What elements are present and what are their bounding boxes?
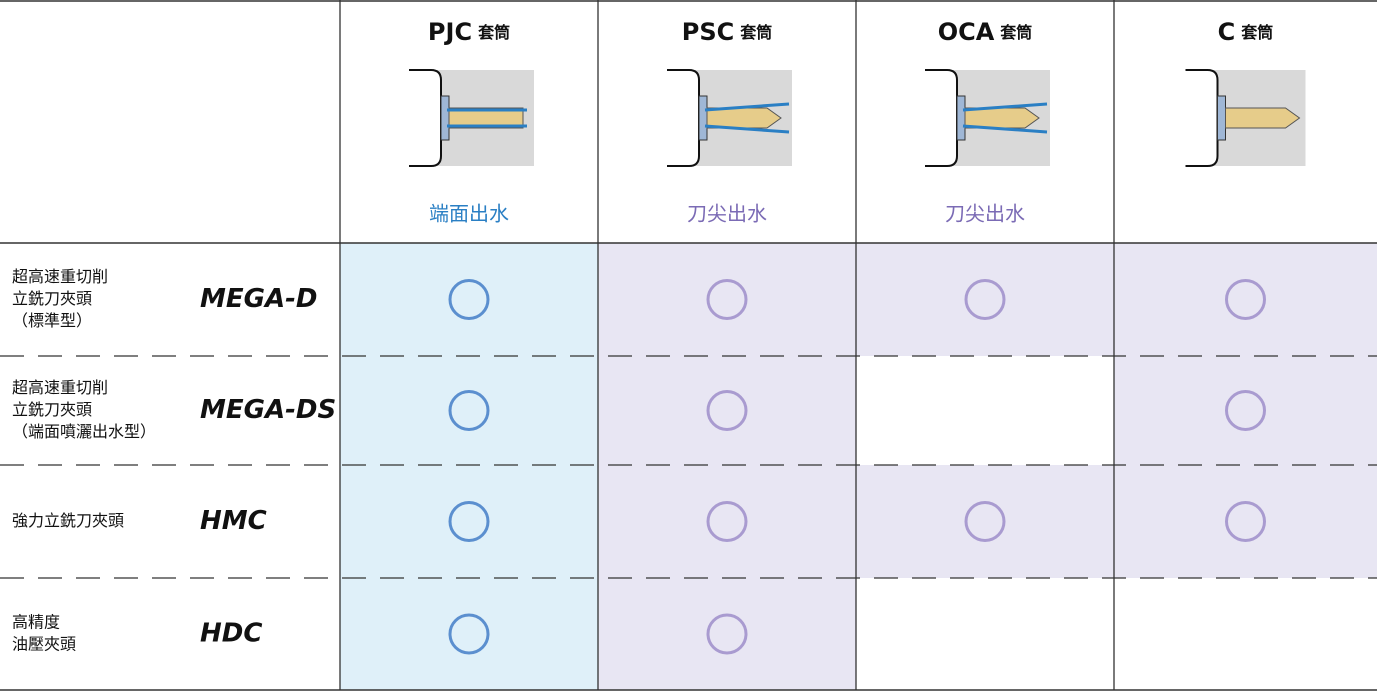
cell-bg: [340, 465, 598, 578]
compatible-mark: [448, 279, 490, 320]
cell-bg: [598, 243, 856, 356]
collet: [440, 95, 450, 141]
coolant-type: 端面出水: [429, 202, 509, 226]
row-label: 立銑刀夾頭: [12, 289, 92, 308]
model-name: HDC: [200, 619, 262, 649]
coolant-arrow: [962, 124, 1048, 134]
row-label: 超高速重切削: [12, 267, 108, 286]
compatible-mark: [448, 390, 490, 431]
row-label: 立銑刀夾頭: [12, 400, 92, 419]
holder-illustration: [1185, 69, 1306, 167]
cell-bg: [598, 465, 856, 578]
compatible-mark: [1225, 390, 1266, 431]
holder: [925, 69, 958, 167]
coolant-arrow: [962, 102, 1048, 112]
collet: [956, 95, 966, 141]
column-title: PSC 套筒: [682, 18, 773, 46]
column-title: OCA 套筒: [938, 18, 1033, 46]
column-name: C: [1218, 18, 1236, 46]
compatible-mark: [448, 501, 490, 542]
collet: [1217, 95, 1226, 141]
coolant-type: 刀尖出水: [945, 202, 1025, 226]
compatible-mark: [706, 613, 748, 655]
cell-bg: [340, 243, 598, 356]
compatible-mark: [706, 390, 748, 431]
holder: [1185, 69, 1219, 167]
row-label: 超高速重切削: [12, 378, 108, 397]
column-suffix: 套筒: [739, 23, 772, 42]
cell-bg: [1114, 356, 1377, 465]
compatible-mark: [964, 279, 1006, 320]
row-label: （端面噴灑出水型）: [12, 422, 156, 441]
row-label: 高精度: [12, 613, 60, 632]
cell-bg: [340, 578, 598, 690]
coolant-type: 刀尖出水: [687, 202, 767, 226]
row-label: 油壓夾頭: [12, 635, 76, 654]
cell-bg: [856, 465, 1114, 578]
holder-illustration: [925, 69, 1050, 167]
cell-bg: [856, 578, 1114, 690]
column-name: OCA: [938, 18, 995, 46]
column-name: PJC: [428, 18, 472, 46]
cell-bg: [340, 356, 598, 465]
tool: [1225, 107, 1301, 129]
model-name: HMC: [200, 506, 267, 536]
compatible-mark: [1225, 279, 1266, 320]
cell-bg: [1114, 578, 1377, 690]
model-name: MEGA-D: [200, 284, 317, 314]
column-suffix: 套筒: [477, 23, 510, 42]
column-suffix: 套筒: [1240, 23, 1273, 42]
compatible-mark: [706, 279, 748, 320]
cell-bg: [1114, 465, 1377, 578]
tool: [964, 107, 1040, 129]
cell-bg: [1114, 243, 1377, 356]
holder-illustration: [409, 69, 534, 167]
column-title: PJC 套筒: [428, 18, 510, 46]
collet: [698, 95, 708, 141]
cell-bg: [598, 578, 856, 690]
compatible-mark: [964, 501, 1006, 542]
model-name: MEGA-DS: [200, 395, 336, 425]
holder: [667, 69, 700, 167]
holder-illustration: [667, 69, 792, 167]
cell-bg: [856, 356, 1114, 465]
row-label: （標準型）: [12, 311, 92, 330]
holder: [409, 69, 442, 167]
compatible-mark: [1225, 501, 1266, 542]
column-title: C 套筒: [1218, 18, 1274, 46]
column-name: PSC: [682, 18, 735, 46]
coolant-arrow: [704, 124, 790, 134]
row-label: 強力立銑刀夾頭: [12, 511, 124, 530]
compatible-mark: [448, 613, 490, 655]
cell-bg: [856, 243, 1114, 356]
column-suffix: 套筒: [999, 23, 1032, 42]
cell-bg: [598, 356, 856, 465]
tool: [706, 107, 782, 129]
coolant-arrow: [704, 102, 790, 112]
compatible-mark: [706, 501, 748, 542]
